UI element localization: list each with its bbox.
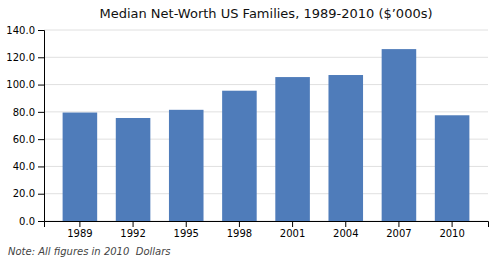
x-tick-mark (452, 221, 453, 227)
bar (169, 110, 204, 221)
grid (44, 30, 488, 221)
bar (222, 91, 257, 221)
x-tick-mark (239, 221, 240, 227)
x-axis-line (45, 222, 489, 228)
x-tick: 2001 (280, 221, 305, 239)
y-tick-label: 100.0 (6, 79, 35, 90)
y-tick-label: 120.0 (6, 52, 35, 63)
grid-line (44, 166, 488, 167)
y-tick-mark (38, 139, 44, 140)
y-tick: 140.0 (6, 25, 44, 36)
y-tick-mark (38, 112, 44, 113)
x-tick: 2004 (333, 221, 358, 239)
grid-line (44, 57, 488, 58)
grid-line (44, 30, 488, 31)
y-tick: 80.0 (13, 107, 44, 118)
x-tick-label: 1992 (120, 228, 145, 239)
grid-line (44, 139, 488, 140)
x-tick: 1995 (174, 221, 199, 239)
x-tick: 2007 (386, 221, 411, 239)
y-tick-label: 0.0 (19, 216, 35, 227)
x-tick-label: 2004 (333, 228, 358, 239)
x-tick: 1989 (67, 221, 92, 239)
y-tick-mark (38, 85, 44, 86)
x-tick-mark (133, 221, 134, 227)
y-tick-mark (38, 194, 44, 195)
y-tick: 40.0 (13, 161, 44, 172)
title: Median Net-Worth US Families, 1989-2010 … (99, 6, 432, 21)
x-tick: 1992 (120, 221, 145, 239)
bar (63, 113, 98, 221)
grid-line (44, 193, 488, 194)
y-tick: 120.0 (6, 52, 44, 63)
bars (63, 49, 470, 221)
x-axis: 1989 1992 1995 1998 2001 2004 2007 2010 (45, 221, 489, 239)
y-tick: 20.0 (13, 188, 44, 199)
y-tick-label: 80.0 (13, 107, 35, 118)
bar (275, 77, 310, 221)
y-tick-label: 60.0 (13, 134, 35, 145)
x-tick-mark (398, 221, 399, 227)
x-tick: 2010 (439, 221, 464, 239)
grid-line (44, 84, 488, 85)
x-tick-label: 1995 (174, 228, 199, 239)
chart: 0.020.040.060.080.0100.0120.0140.0198919… (0, 0, 500, 263)
y-tick-label: 20.0 (13, 188, 35, 199)
x-tick-mark (79, 221, 80, 227)
y-tick-label: 140.0 (6, 25, 35, 36)
y-axis: 0.0 20.0 40.0 60.0 80.0 100.0 120.0 140.0 (6, 25, 44, 227)
plot: 0.020.040.060.080.0100.0120.0140.0198919… (6, 25, 488, 239)
y-tick: 100.0 (6, 79, 44, 90)
bar (382, 49, 417, 221)
y-tick: 0.0 (19, 216, 44, 227)
y-tick-mark (38, 166, 44, 167)
x-tick-label: 2007 (386, 228, 411, 239)
bar (116, 118, 151, 221)
grid-line (44, 111, 488, 112)
x-tick-label: 1998 (227, 228, 252, 239)
x-tick-label: 1989 (67, 228, 92, 239)
y-tick-mark (38, 30, 44, 31)
y-tick-mark (38, 57, 44, 58)
x-tick-label: 2010 (439, 228, 464, 239)
y-tick-label: 40.0 (13, 161, 35, 172)
y-tick: 60.0 (13, 134, 44, 145)
x-tick-mark (186, 221, 187, 227)
bar (435, 115, 470, 221)
x-tick-label: 2001 (280, 228, 305, 239)
x-tick: 1998 (227, 221, 252, 239)
y-axis-line (38, 31, 45, 222)
x-tick-mark (345, 221, 346, 227)
y-tick-mark (38, 221, 44, 222)
x-tick-mark (292, 221, 293, 227)
note: Note: All figures in 2010 Dollars (8, 246, 171, 257)
bar (328, 75, 363, 221)
